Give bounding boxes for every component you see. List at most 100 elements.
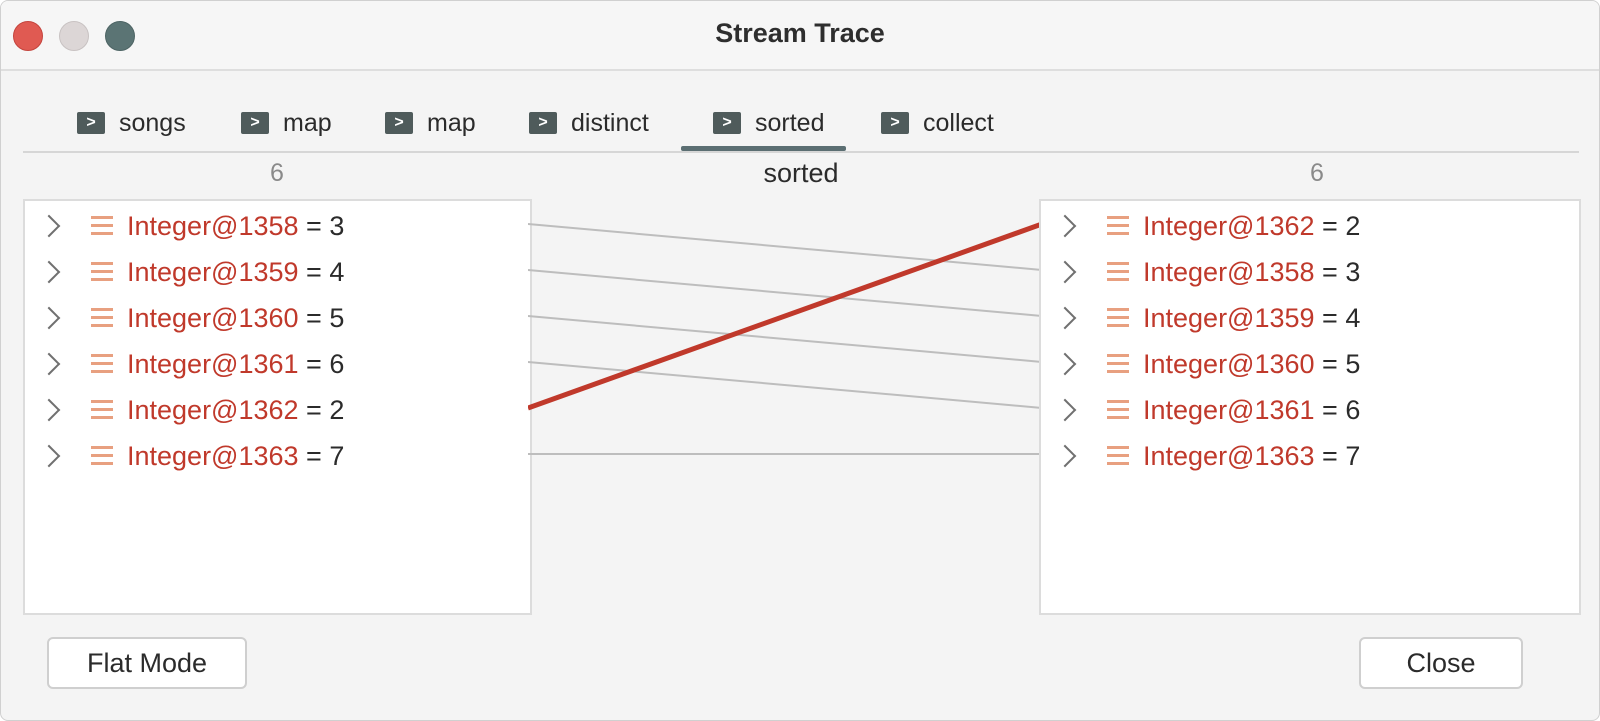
object-name: Integer@1362 (1143, 210, 1315, 241)
object-value: 5 (1345, 348, 1361, 379)
play-arrow-icon: > (529, 112, 557, 134)
chevron-right-icon[interactable] (37, 352, 61, 376)
close-button[interactable]: Close (1359, 637, 1523, 689)
left-count: 6 (270, 159, 284, 187)
object-value: 3 (1345, 256, 1361, 287)
list-item[interactable]: Integer@1361 = 6 (1041, 387, 1579, 433)
object-name: Integer@1360 (127, 302, 299, 333)
list-item[interactable]: Integer@1358 = 3 (25, 203, 530, 249)
list-item[interactable]: Integer@1359 = 4 (25, 249, 530, 295)
object-value: 6 (1345, 394, 1361, 425)
play-arrow-icon: > (385, 112, 413, 134)
tab-distinct[interactable]: > distinct (529, 97, 649, 149)
list-item[interactable]: Integer@1358 = 3 (1041, 249, 1579, 295)
equals-sign: = (298, 440, 330, 471)
tab-sorted[interactable]: > sorted (680, 97, 848, 151)
tab-songs[interactable]: > songs (77, 97, 186, 149)
tab-label: map (283, 108, 332, 137)
play-arrow-icon: > (713, 112, 741, 134)
object-value: 4 (1345, 302, 1361, 333)
object-value: 5 (329, 302, 345, 333)
object-value: 2 (329, 394, 345, 425)
stack-icon (1107, 216, 1129, 236)
stack-icon (91, 262, 113, 282)
mapping-line (528, 223, 1042, 271)
stack-icon (1107, 446, 1129, 466)
flat-mode-button[interactable]: Flat Mode (47, 637, 247, 689)
equals-sign: = (298, 302, 330, 333)
tab-map[interactable]: > map (241, 97, 332, 149)
left-values-list[interactable]: Integer@1358 = 3 Integer@1359 = 4 Intege… (23, 199, 532, 615)
stack-icon (91, 400, 113, 420)
tab-label: songs (119, 108, 186, 137)
list-item[interactable]: Integer@1360 = 5 (1041, 341, 1579, 387)
object-name: Integer@1363 (1143, 440, 1315, 471)
equals-sign: = (1314, 440, 1346, 471)
mapping-line-highlighted (528, 221, 1042, 411)
chevron-right-icon[interactable] (1053, 260, 1077, 284)
list-item[interactable]: Integer@1362 = 2 (25, 387, 530, 433)
right-count: 6 (1310, 159, 1324, 187)
mapping-connector (528, 221, 1042, 455)
play-arrow-icon: > (77, 112, 105, 134)
chevron-right-icon[interactable] (1053, 306, 1077, 330)
equals-sign: = (1314, 394, 1346, 425)
object-name: Integer@1358 (1143, 256, 1315, 287)
stack-icon (91, 354, 113, 374)
object-value: 3 (329, 210, 345, 241)
chevron-right-icon[interactable] (37, 444, 61, 468)
mapping-line (528, 315, 1042, 363)
list-item[interactable]: Integer@1359 = 4 (1041, 295, 1579, 341)
stack-icon (1107, 262, 1129, 282)
object-name: Integer@1361 (127, 348, 299, 379)
close-window-icon[interactable] (13, 21, 43, 51)
chevron-right-icon[interactable] (37, 306, 61, 330)
object-name: Integer@1363 (127, 440, 299, 471)
stack-icon (1107, 308, 1129, 328)
mapping-line (528, 361, 1042, 409)
list-item[interactable]: Integer@1360 = 5 (25, 295, 530, 341)
equals-sign: = (298, 210, 330, 241)
stack-icon (91, 446, 113, 466)
object-value: 7 (1345, 440, 1361, 471)
play-arrow-icon: > (241, 112, 269, 134)
equals-sign: = (298, 348, 330, 379)
window-title: Stream Trace (715, 18, 885, 48)
mapping-line (528, 269, 1042, 317)
list-item[interactable]: Integer@1363 = 7 (1041, 433, 1579, 479)
equals-sign: = (1314, 256, 1346, 287)
list-item[interactable]: Integer@1362 = 2 (1041, 203, 1579, 249)
object-value: 6 (329, 348, 345, 379)
chevron-right-icon[interactable] (1053, 214, 1077, 238)
stack-icon (1107, 400, 1129, 420)
stack-icon (91, 308, 113, 328)
list-item[interactable]: Integer@1361 = 6 (25, 341, 530, 387)
object-name: Integer@1358 (127, 210, 299, 241)
tab-map-2[interactable]: > map (385, 97, 476, 149)
object-name: Integer@1361 (1143, 394, 1315, 425)
stack-icon (1107, 354, 1129, 374)
stream-step-tabs: > songs > map > map > distinct > sorted … (23, 97, 1579, 153)
operation-label: sorted (763, 158, 839, 188)
object-name: Integer@1359 (1143, 302, 1315, 333)
tab-label: map (427, 108, 476, 137)
right-values-list[interactable]: Integer@1362 = 2 Integer@1358 = 3 Intege… (1039, 199, 1581, 615)
chevron-right-icon[interactable] (37, 398, 61, 422)
tab-label: sorted (755, 108, 825, 137)
equals-sign: = (1314, 210, 1346, 241)
stack-icon (91, 216, 113, 236)
list-item[interactable]: Integer@1363 = 7 (25, 433, 530, 479)
maximize-window-icon[interactable] (105, 21, 135, 51)
chevron-right-icon[interactable] (1053, 444, 1077, 468)
chevron-right-icon[interactable] (37, 214, 61, 238)
chevron-right-icon[interactable] (1053, 352, 1077, 376)
object-name: Integer@1362 (127, 394, 299, 425)
object-value: 4 (329, 256, 345, 287)
equals-sign: = (1314, 302, 1346, 333)
minimize-window-icon[interactable] (59, 21, 89, 51)
tab-collect[interactable]: > collect (881, 97, 994, 149)
equals-sign: = (298, 394, 330, 425)
chevron-right-icon[interactable] (37, 260, 61, 284)
chevron-right-icon[interactable] (1053, 398, 1077, 422)
